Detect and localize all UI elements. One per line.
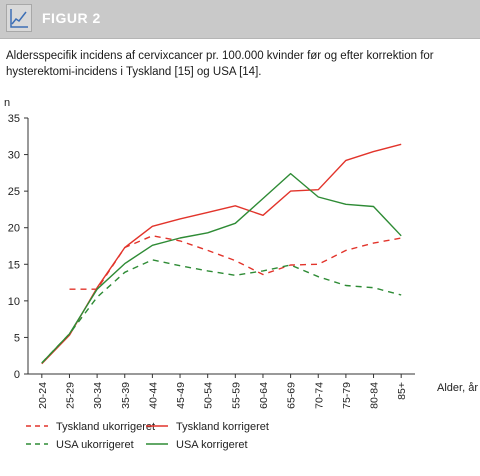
x-tick-label: 65-69 <box>286 382 298 409</box>
y-tick-label: 15 <box>8 259 20 271</box>
line-chart-icon <box>6 4 32 32</box>
y-tick-label: 0 <box>14 369 20 381</box>
series-line-3 <box>41 259 402 364</box>
legend-label: Tyskland korrigeret <box>176 421 269 433</box>
series-line-4 <box>41 172 402 364</box>
y-tick-label: 30 <box>8 150 20 162</box>
legend-label: USA korrigeret <box>176 439 248 451</box>
figure-title: FIGUR 2 <box>42 10 101 26</box>
x-axis-label: Alder, år <box>437 382 478 394</box>
y-tick-label: 25 <box>8 186 20 198</box>
series-line-2 <box>41 143 402 365</box>
x-tick-label: 75-79 <box>341 382 353 409</box>
x-tick-label: 85+ <box>396 382 408 400</box>
figure-header: FIGUR 2 <box>0 0 480 39</box>
x-tick-label: 20-24 <box>37 382 49 409</box>
x-tick-label: 25-29 <box>64 382 76 409</box>
y-tick-label: 35 <box>8 113 20 125</box>
legend-label: Tyskland ukorrigeret <box>56 421 155 433</box>
y-tick-label: 5 <box>14 332 20 344</box>
y-axis-label: n <box>4 97 10 109</box>
x-tick-label: 80-84 <box>369 382 381 409</box>
x-tick-label: 35-39 <box>120 382 132 409</box>
y-tick-label: 10 <box>8 296 20 308</box>
x-tick-label: 30-34 <box>92 382 104 409</box>
figure-caption: Aldersspecifik incidens af cervixcancer … <box>6 50 434 78</box>
series-line-1 <box>69 235 402 290</box>
y-tick-label: 20 <box>8 223 20 235</box>
x-tick-label: 45-49 <box>175 382 187 409</box>
x-tick-label: 70-74 <box>313 382 325 409</box>
x-tick-label: 55-59 <box>230 382 242 409</box>
x-tick-label: 50-54 <box>203 382 215 409</box>
x-tick-label: 40-44 <box>147 382 159 409</box>
x-tick-label: 60-64 <box>258 382 270 409</box>
legend-label: USA ukorrigeret <box>56 439 134 451</box>
